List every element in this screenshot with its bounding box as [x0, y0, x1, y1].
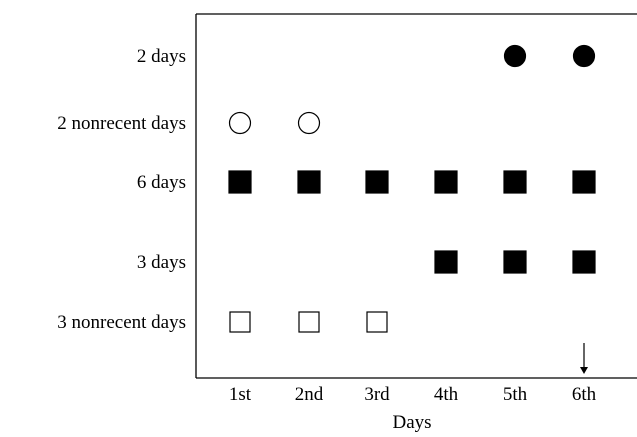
open-circle-marker [228, 111, 252, 135]
open-circle-marker [297, 111, 321, 135]
row-labels: 2 days 2 nonrecent days 6 days 3 days 3 nonr… [57, 46, 186, 333]
x-axis-label: Days [392, 412, 431, 433]
arrow-head [580, 367, 588, 374]
x-tick-label: 4th [434, 384, 459, 405]
row-label: 3 nonrecent days [57, 312, 186, 333]
filled-square-marker [365, 170, 389, 194]
filled-square-marker [503, 170, 527, 194]
open-square-marker [366, 311, 388, 333]
row-label: 3 days [137, 252, 186, 273]
row-label: 2 nonrecent days [57, 113, 186, 134]
row-label: 2 days [137, 46, 186, 67]
open-square-marker [229, 311, 251, 333]
filled-square-marker [434, 170, 458, 194]
latest-day-arrow [580, 343, 588, 374]
filled-square-marker [503, 250, 527, 274]
x-tick-label: 2nd [295, 384, 324, 405]
x-tick-label: 1st [229, 384, 252, 405]
day-markers [228, 44, 596, 333]
x-tick-labels: 1st 2nd 3rd 4th 5th 6th [229, 384, 597, 405]
filled-circle-marker [503, 44, 527, 68]
plot-frame [195, 13, 637, 379]
x-tick-label: 6th [572, 384, 597, 405]
x-tick-label: 3rd [364, 384, 390, 405]
filled-circle-marker [572, 44, 596, 68]
filled-square-marker [434, 250, 458, 274]
filled-square-marker [572, 250, 596, 274]
filled-square-marker [228, 170, 252, 194]
row-label: 6 days [137, 172, 186, 193]
filled-square-marker [297, 170, 321, 194]
x-tick-label: 5th [503, 384, 528, 405]
open-square-marker [298, 311, 320, 333]
filled-square-marker [572, 170, 596, 194]
